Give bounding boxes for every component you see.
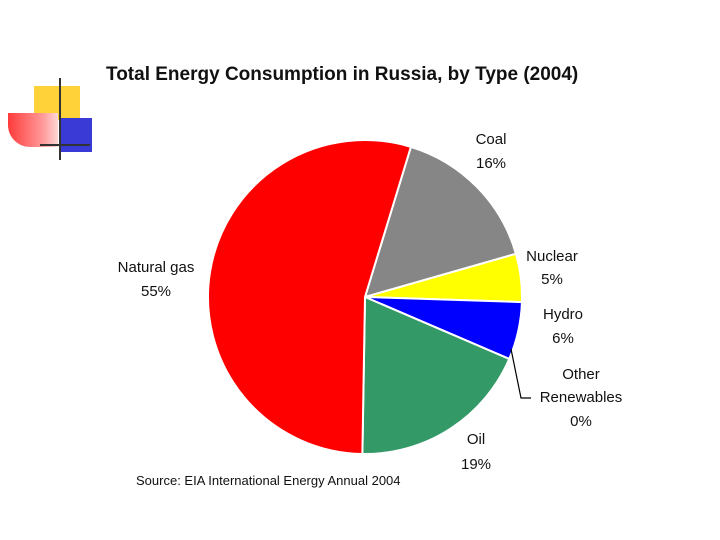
value-nuclear: 5% xyxy=(541,271,563,288)
value-hydro: 6% xyxy=(552,330,574,347)
label-natural-gas: Natural gas xyxy=(118,259,195,276)
chart-source: Source: EIA International Energy Annual … xyxy=(136,473,401,488)
decorative-blue-square xyxy=(60,118,92,152)
pie-slice-natural-gas xyxy=(207,139,413,455)
pie-slice-coal xyxy=(363,145,518,299)
pie-slices xyxy=(207,139,523,455)
label-other-renewables-line1: Other xyxy=(562,366,600,383)
label-coal: Coal xyxy=(476,131,507,148)
value-coal: 16% xyxy=(476,155,506,172)
value-other-renewables: 0% xyxy=(570,413,592,430)
label-other-renewables-line2: Renewables xyxy=(540,389,623,406)
leader-line-other-renewables xyxy=(510,348,531,399)
pie-slice-oil xyxy=(361,295,511,455)
value-oil: 19% xyxy=(461,456,491,473)
label-hydro: Hydro xyxy=(543,306,583,323)
decorative-horizontal-line xyxy=(40,144,90,146)
label-nuclear: Nuclear xyxy=(526,248,578,265)
decorative-red-shape xyxy=(8,113,58,147)
value-natural-gas: 55% xyxy=(141,283,171,300)
chart-title: Total Energy Consumption in Russia, by T… xyxy=(106,64,578,85)
label-oil: Oil xyxy=(467,431,485,448)
decorative-vertical-line xyxy=(59,78,61,160)
